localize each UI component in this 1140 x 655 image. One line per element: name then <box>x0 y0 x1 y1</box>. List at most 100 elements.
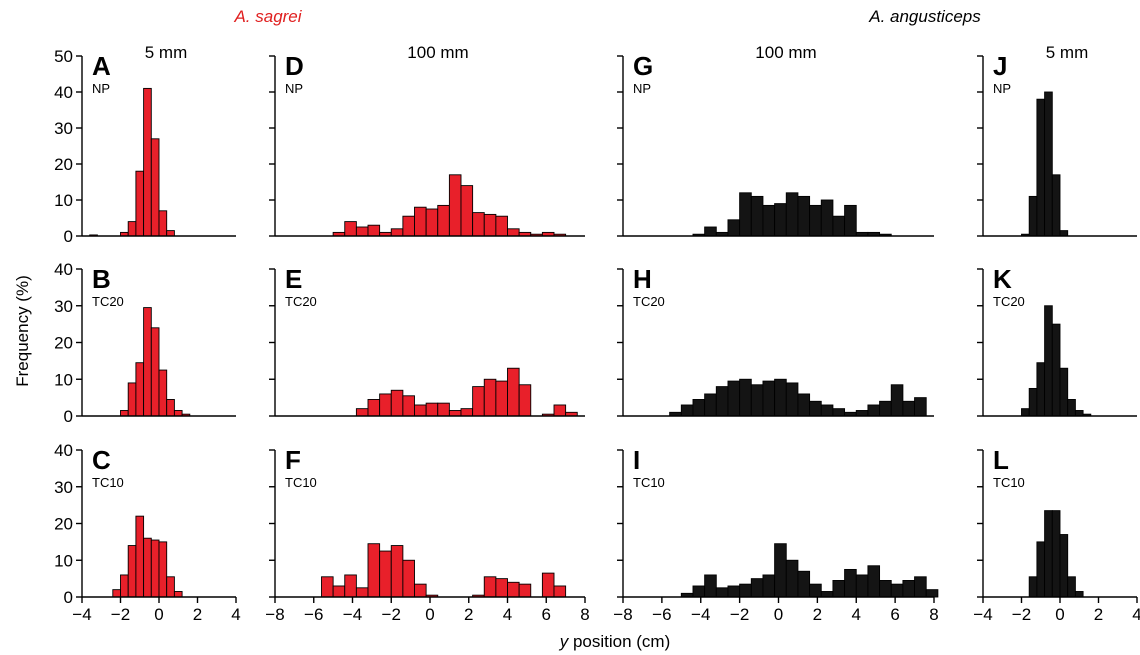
bar <box>867 404 881 417</box>
x-tick-label: −8 <box>613 605 632 624</box>
y-tick-label: 20 <box>54 515 73 534</box>
bar <box>425 402 439 417</box>
panel-d: DNP 100 mm <box>269 43 585 237</box>
panel-j: JNP 5 mm <box>977 43 1137 237</box>
x-tick-label: 4 <box>503 605 512 624</box>
x-tick-label: 4 <box>231 605 240 624</box>
bar <box>414 404 427 417</box>
x-tick-label: −4 <box>691 605 710 624</box>
bar <box>553 404 567 417</box>
bar <box>402 215 415 237</box>
y-tick-label: 40 <box>54 441 73 460</box>
bar <box>344 574 357 598</box>
bar <box>437 204 450 237</box>
bar <box>809 204 822 237</box>
bar <box>390 389 404 417</box>
x-tick-label: 4 <box>852 605 861 624</box>
bar <box>460 408 474 417</box>
bar <box>704 393 717 417</box>
bar <box>332 585 346 598</box>
bar <box>914 576 927 598</box>
x-tick-label: 6 <box>542 605 551 624</box>
y-tick-label: 30 <box>54 119 73 138</box>
bar <box>460 185 474 237</box>
bar <box>750 578 764 598</box>
bar <box>809 400 822 417</box>
bar <box>507 228 520 237</box>
bar <box>321 576 334 598</box>
bar <box>1036 362 1046 417</box>
panel-letter: I <box>633 445 640 475</box>
panel-letter: K <box>993 264 1012 294</box>
bar <box>774 203 787 237</box>
bar <box>414 206 427 237</box>
y-tick-label: 20 <box>54 155 73 174</box>
bar <box>750 384 764 417</box>
x-tick-label: −2 <box>111 605 130 624</box>
bar <box>166 399 175 417</box>
panel-letter: F <box>285 445 301 475</box>
bar <box>727 585 741 598</box>
bar <box>507 581 520 598</box>
bar <box>390 545 404 598</box>
bar <box>785 382 799 417</box>
bar <box>150 539 160 598</box>
bar <box>1059 534 1069 598</box>
bar <box>507 367 520 417</box>
bar <box>914 397 927 417</box>
bar <box>1028 387 1038 417</box>
x-tick-label: 2 <box>1094 605 1103 624</box>
bar <box>680 404 694 417</box>
panel-letter: L <box>993 445 1009 475</box>
bar <box>541 572 555 598</box>
bar <box>890 583 904 598</box>
bar <box>483 378 497 417</box>
bar <box>727 219 741 237</box>
bar <box>127 545 137 598</box>
x-tick-label: −2 <box>1012 605 1031 624</box>
column-label: 100 mm <box>407 43 468 62</box>
bar <box>715 587 729 598</box>
bar <box>774 378 787 417</box>
bar <box>472 212 485 237</box>
bar <box>483 213 497 237</box>
bar <box>797 195 811 237</box>
bar <box>832 408 846 417</box>
bar <box>692 399 706 417</box>
bar <box>437 402 450 417</box>
bar <box>1051 510 1061 598</box>
panel-condition-label: TC10 <box>92 475 124 490</box>
bar <box>704 226 717 237</box>
bar <box>553 585 567 598</box>
panel-condition-label: TC20 <box>285 294 317 309</box>
bar <box>120 574 129 598</box>
bar <box>414 583 427 598</box>
bar <box>1036 541 1046 598</box>
bar <box>367 399 381 417</box>
bar <box>692 585 706 598</box>
bar <box>158 210 168 237</box>
bar <box>1044 510 1053 598</box>
bar <box>472 386 485 417</box>
x-tick-label: −2 <box>382 605 401 624</box>
bar <box>402 559 415 598</box>
y-tick-label: 0 <box>64 588 73 607</box>
bar <box>704 574 717 598</box>
bar <box>143 307 152 417</box>
bar <box>890 384 904 417</box>
x-tick-label: −4 <box>973 605 992 624</box>
panel-condition-label: TC20 <box>993 294 1025 309</box>
bar <box>390 228 404 237</box>
y-tick-label: 0 <box>64 407 73 426</box>
x-tick-label: 2 <box>464 605 473 624</box>
panel-letter: E <box>285 264 302 294</box>
y-tick-label: 50 <box>54 47 73 66</box>
bar <box>355 587 369 598</box>
bar <box>855 574 869 598</box>
bar <box>483 576 497 598</box>
y-tick-label: 10 <box>54 191 73 210</box>
